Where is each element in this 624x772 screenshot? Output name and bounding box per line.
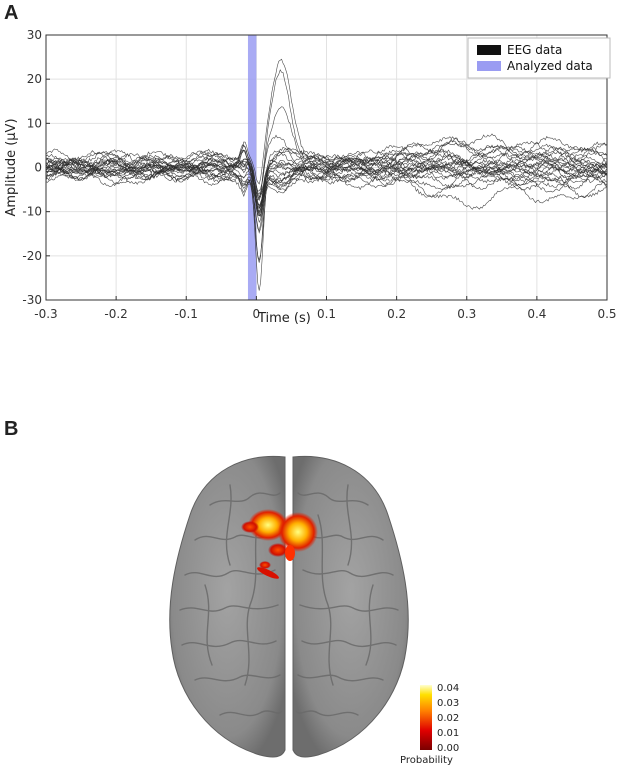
- x-tick-label-0: -0.3: [34, 307, 57, 321]
- eeg-series-19: [46, 136, 608, 212]
- activation-map: [241, 509, 318, 579]
- y-tick-label-4: -10: [22, 205, 42, 219]
- eeg-series-5: [45, 137, 608, 263]
- y-tick-label-6: -30: [22, 293, 42, 307]
- legend-label-eeg: EEG data: [507, 43, 562, 57]
- colorbar-tick-0: 0.04: [437, 683, 459, 694]
- eeg-series-15: [45, 156, 608, 223]
- y-tick-label-2: 10: [27, 116, 42, 130]
- legend: EEG data Analyzed data: [467, 37, 611, 79]
- y-tick-label-1: 20: [27, 72, 42, 86]
- brain-surface: [169, 455, 409, 758]
- x-axis-label: Time (s): [257, 311, 311, 326]
- x-tick-label-1: -0.2: [104, 307, 127, 321]
- eeg-series-22: [45, 150, 608, 216]
- x-tick-label-6: 0.3: [457, 307, 476, 321]
- legend-box: [467, 37, 611, 79]
- legend-swatch-analyzed: [477, 61, 501, 71]
- y-tick-label-3: 0: [34, 161, 42, 175]
- colorbar: 0.04 0.03 0.02 0.01 0.00 Probability: [400, 683, 459, 766]
- x-tick-label-8: 0.5: [597, 307, 616, 321]
- eeg-series-group: [45, 58, 608, 291]
- y-axis-label: Amplitude (μV): [4, 118, 19, 216]
- eeg-series-10: [45, 155, 608, 209]
- panel-label-b: B: [4, 418, 19, 440]
- x-tick-label-4: 0.1: [317, 307, 336, 321]
- x-tick-label-3: 0: [253, 307, 261, 321]
- eeg-series-12: [45, 140, 608, 217]
- colorbar-title: Probability: [400, 755, 453, 766]
- eeg-series-21: [45, 146, 608, 209]
- axes: -0.3 -0.2 -0.1 0 0.1 0.2 0.3 0.4 0.5 30 20 10 0 -10 -2…: [22, 28, 616, 321]
- eeg-series-14: [45, 159, 608, 206]
- panel-label-a: A: [4, 2, 19, 24]
- eeg-series-24: [45, 154, 608, 216]
- colorbar-tick-4: 0.00: [437, 743, 459, 754]
- x-tick-label-2: -0.1: [175, 307, 198, 321]
- legend-label-analyzed: Analyzed data: [507, 59, 593, 73]
- x-tick-label-7: 0.4: [527, 307, 546, 321]
- colorbar-tick-1: 0.03: [437, 698, 459, 709]
- colorbar-tick-3: 0.01: [437, 728, 459, 739]
- eeg-chart: -0.3 -0.2 -0.1 0 0.1 0.2 0.3 0.4 0.5 30 20 10 0 -10 -2…: [4, 28, 617, 326]
- eeg-series-20: [45, 148, 608, 207]
- eeg-series-1: [45, 69, 608, 202]
- y-tick-label-5: -20: [22, 249, 42, 263]
- colorbar-tick-2: 0.02: [437, 713, 459, 724]
- colorbar-gradient: [420, 685, 432, 750]
- x-tick-label-5: 0.2: [387, 307, 406, 321]
- legend-swatch-eeg: [477, 45, 501, 55]
- brain-figure: 0.04 0.03 0.02 0.01 0.00 Probability: [169, 455, 459, 766]
- y-tick-label-0: 30: [27, 28, 42, 42]
